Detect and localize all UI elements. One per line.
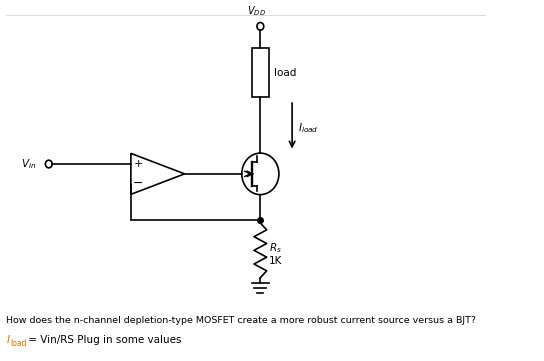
Bar xyxy=(251,48,269,97)
Text: V$_{DD}$: V$_{DD}$ xyxy=(247,4,266,18)
Text: −: − xyxy=(133,177,144,190)
Text: $R_s$: $R_s$ xyxy=(269,241,282,255)
Text: How does the n-channel depletion-type MOSFET create a more robust current source: How does the n-channel depletion-type MO… xyxy=(7,316,477,325)
Text: +: + xyxy=(133,159,143,169)
Text: load: load xyxy=(10,339,27,348)
Text: V$_{in}$: V$_{in}$ xyxy=(21,157,36,171)
Text: $I_{load}$: $I_{load}$ xyxy=(298,121,319,135)
Text: = Vin/RS Plug in some values: = Vin/RS Plug in some values xyxy=(25,335,181,345)
Text: I: I xyxy=(7,335,9,345)
Text: load: load xyxy=(274,68,296,78)
Text: 1K: 1K xyxy=(269,256,282,266)
